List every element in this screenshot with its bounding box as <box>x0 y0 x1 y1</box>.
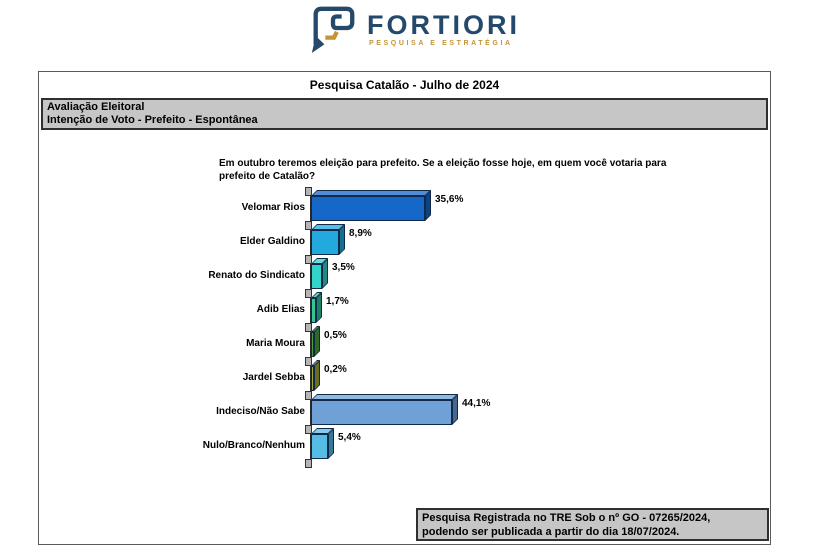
bar-category-label: Elder Galdino <box>239 236 305 247</box>
logo-brand-text: FORTIORI <box>367 9 520 40</box>
tre-registration-line1: Pesquisa Registrada no TRE Sob o nº GO -… <box>422 512 711 524</box>
bar-value-label: 8,9% <box>349 228 372 239</box>
fortiori-speech-bubble-icon <box>311 6 355 54</box>
section-header-box: Avaliação Eleitoral Intenção de Voto - P… <box>41 98 768 130</box>
axis-tick-block <box>305 255 312 264</box>
axis-tick-block <box>305 221 312 230</box>
axis-tick-block <box>305 357 312 366</box>
axis-tick-block <box>305 323 312 332</box>
axis-tick-block <box>305 425 312 434</box>
bar-nulo-branco-nenhum <box>311 428 334 459</box>
bar-value-label: 0,5% <box>324 330 347 341</box>
bar-category-label: Indeciso/Não Sabe <box>216 406 305 417</box>
axis-tick-block <box>305 187 312 196</box>
bar-value-label: 3,5% <box>332 262 355 273</box>
bar-category-label: Maria Moura <box>246 338 305 349</box>
bar-category-label: Renato do Sindicato <box>208 270 305 281</box>
bar-jardel-sebba <box>311 360 320 391</box>
bar-renato-do-sindicato <box>311 258 328 289</box>
bar-adib-elias <box>311 292 322 323</box>
bar-category-label: Nulo/Branco/Nenhum <box>202 440 305 451</box>
report-title: Pesquisa Catalão - Julho de 2024 <box>309 78 500 92</box>
logo: FORTIORI PESQUISA E ESTRATÉGIA <box>0 2 828 55</box>
bar-maria-moura <box>311 326 320 357</box>
bar-indeciso-nao-sabe <box>311 394 458 425</box>
bar-chart: Velomar Rios Elder Galdino Renato do Sin… <box>39 72 772 546</box>
logo-tagline-text: PESQUISA E ESTRATÉGIA <box>369 39 513 47</box>
bar-elder-galdino <box>311 224 345 255</box>
bar-value-label: 5,4% <box>338 432 361 443</box>
axis-tick-block <box>305 391 312 400</box>
bar-velomar-rios <box>311 190 431 221</box>
report-frame: Pesquisa Catalão - Julho de 2024 Avaliaç… <box>38 71 771 545</box>
bar-value-label: 35,6% <box>435 194 464 205</box>
tre-registration-line2: podendo ser publicada a partir do dia 18… <box>422 526 680 538</box>
bar-value-label: 0,2% <box>324 364 347 375</box>
section-title-line2: Intenção de Voto - Prefeito - Espontânea <box>47 114 258 126</box>
axis-tick-block <box>305 289 312 298</box>
tre-registration-box: Pesquisa Registrada no TRE Sob o nº GO -… <box>416 508 769 541</box>
section-title-line1: Avaliação Eleitoral <box>47 101 145 113</box>
bar-category-label: Velomar Rios <box>241 202 305 213</box>
survey-question: Em outubro teremos eleição para prefeito… <box>219 158 667 182</box>
axis-tick-block <box>305 459 312 468</box>
bar-value-label: 44,1% <box>462 398 491 409</box>
bar-category-label: Jardel Sebba <box>242 372 305 383</box>
bar-value-label: 1,7% <box>326 296 349 307</box>
bar-category-label: Adib Elias <box>256 304 305 315</box>
